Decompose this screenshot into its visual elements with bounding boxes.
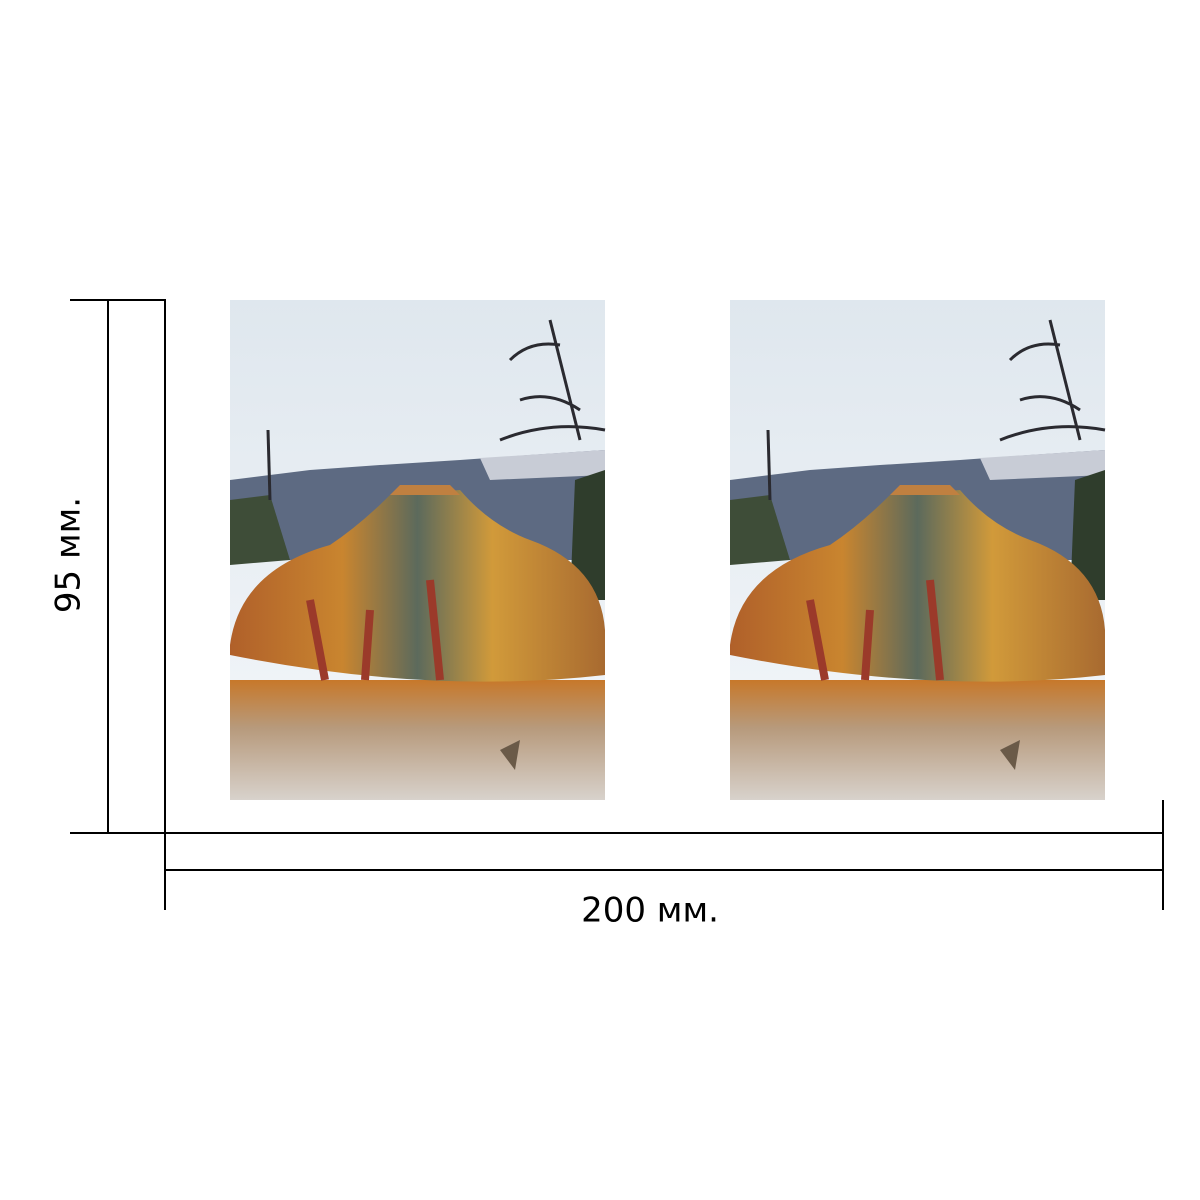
- height-dimension: 95 мм.: [49, 299, 166, 834]
- photo-left: [230, 300, 605, 800]
- width-label: 200 мм.: [581, 891, 719, 931]
- height-label: 95 мм.: [49, 497, 89, 613]
- photo-right: [730, 300, 1105, 800]
- width-dimension: 200 мм.: [164, 800, 1164, 931]
